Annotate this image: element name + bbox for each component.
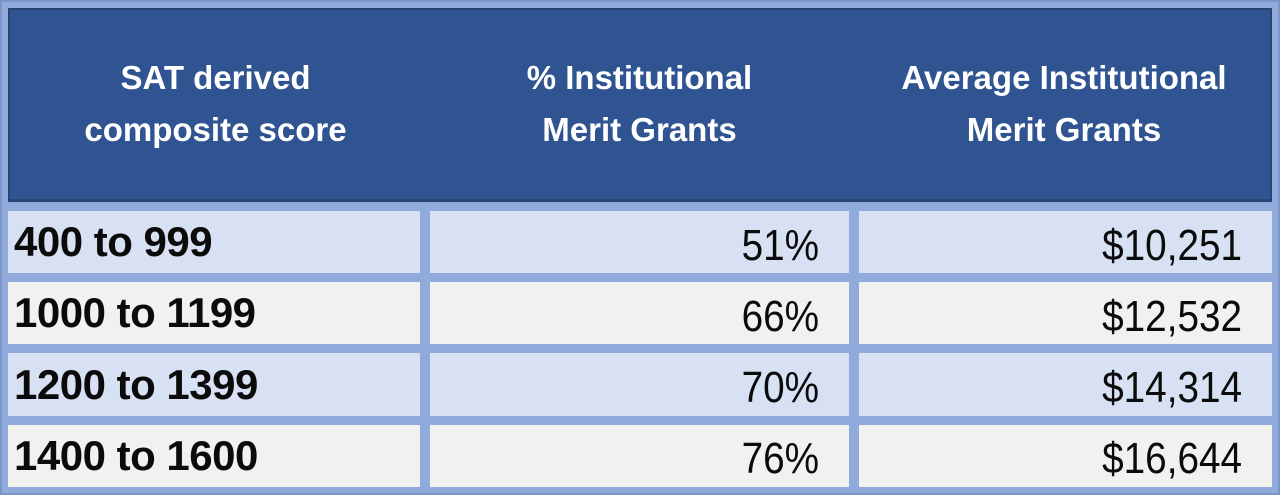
dollar-value: $12,532 bbox=[1102, 291, 1242, 341]
header-line: composite score bbox=[84, 111, 347, 149]
cell-pct-merit-grants: 70% bbox=[430, 353, 849, 416]
table-header-row: SAT derived composite score % Institutio… bbox=[8, 8, 1272, 202]
cell-pct-merit-grants: 76% bbox=[430, 424, 849, 487]
pct-value: 70% bbox=[741, 363, 819, 413]
header-line: Average Institutional bbox=[901, 58, 1227, 96]
cell-pct-merit-grants: 66% bbox=[430, 282, 849, 345]
cell-score-range: 1400 to 1600 bbox=[8, 424, 421, 487]
cell-score-range: 1000 to 1199 bbox=[8, 282, 421, 345]
cell-score-range: 400 to 999 bbox=[8, 210, 421, 274]
cell-avg-merit-grant: $10,251 bbox=[858, 210, 1272, 274]
header-pct-institutional-merit-grants: % Institutional Merit Grants bbox=[431, 52, 848, 158]
cell-score-range: 1200 to 1399 bbox=[8, 353, 421, 416]
dollar-value: $10,251 bbox=[1102, 220, 1242, 270]
cell-avg-merit-grant: $16,644 bbox=[858, 424, 1272, 487]
dollar-value: $14,314 bbox=[1102, 363, 1242, 413]
header-line: SAT derived bbox=[120, 58, 311, 96]
cell-avg-merit-grant: $12,532 bbox=[858, 282, 1272, 345]
header-sat-composite-score: SAT derived composite score bbox=[10, 52, 421, 158]
pct-value: 76% bbox=[741, 434, 819, 484]
header-line: % Institutional bbox=[526, 58, 753, 96]
dollar-value: $16,644 bbox=[1102, 434, 1242, 484]
cell-avg-merit-grant: $14,314 bbox=[858, 353, 1272, 416]
pct-value: 66% bbox=[741, 291, 819, 341]
header-avg-institutional-merit-grants: Average Institutional Merit Grants bbox=[858, 52, 1270, 158]
header-line: Merit Grants bbox=[542, 111, 737, 149]
header-line: Merit Grants bbox=[966, 111, 1162, 149]
pct-value: 51% bbox=[741, 220, 819, 270]
cell-pct-merit-grants: 51% bbox=[430, 210, 849, 274]
